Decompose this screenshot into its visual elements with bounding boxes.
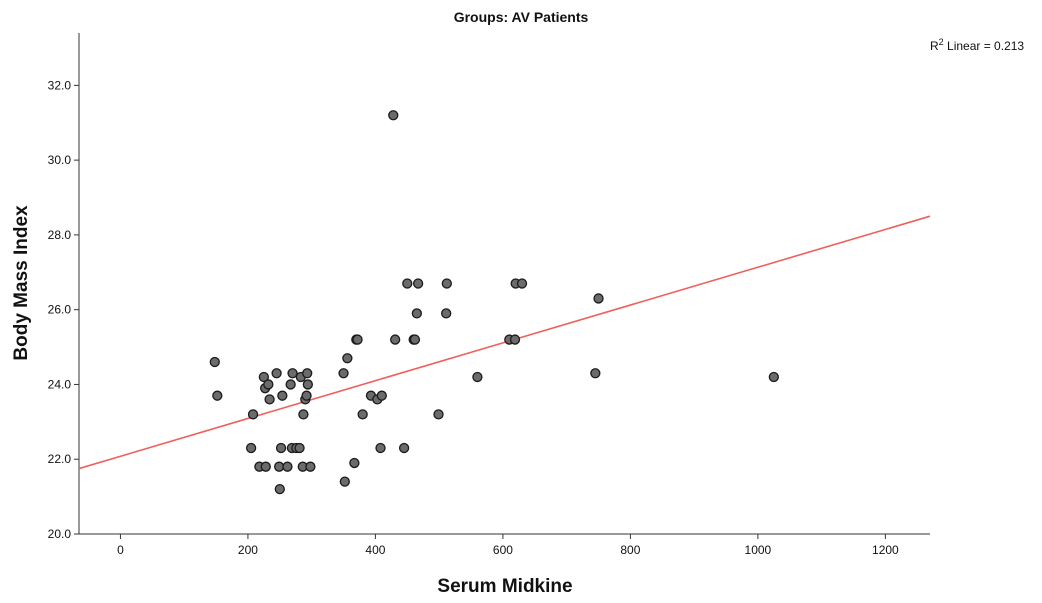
y-axis-label: Body Mass Index: [11, 205, 32, 361]
data-point: [302, 368, 313, 379]
data-point: [411, 308, 423, 319]
data-point: [349, 457, 360, 469]
x-tick-label: 400: [365, 543, 385, 557]
x-axis-label: Serum Midkine: [437, 576, 573, 597]
data-point: [409, 334, 421, 345]
y-tick-label: 22.0: [48, 452, 72, 466]
y-tick-label: 26.0: [48, 303, 72, 317]
y-tick-label: 24.0: [48, 377, 72, 391]
y-tick-label: 32.0: [48, 78, 72, 92]
data-point: [274, 483, 285, 495]
data-point: [302, 379, 313, 390]
points-group: [209, 110, 779, 495]
y-tick-label: 28.0: [48, 228, 72, 242]
chart-title: Groups: AV Patients: [453, 9, 589, 25]
data-point: [402, 278, 413, 289]
data-point: [472, 371, 483, 383]
data-point: [285, 379, 296, 390]
data-point: [388, 110, 399, 121]
data-point: [593, 293, 604, 304]
data-point: [301, 390, 312, 401]
fit-line-group: [78, 215, 931, 470]
data-point: [282, 461, 293, 472]
x-tick-label: 600: [493, 543, 513, 557]
data-point: [352, 334, 363, 345]
data-point: [258, 371, 270, 383]
data-point: [338, 368, 349, 379]
data-point: [768, 371, 779, 383]
x-tick-label: 800: [620, 543, 640, 557]
data-point: [390, 334, 401, 345]
data-point: [305, 461, 316, 472]
data-point: [260, 461, 271, 472]
data-point: [376, 390, 387, 401]
data-point: [342, 353, 353, 364]
fit-line-label: R2 Linear = 0.213: [930, 37, 1025, 53]
y-tick-label: 30.0: [48, 153, 72, 167]
data-point: [275, 442, 287, 454]
data-point: [298, 409, 309, 420]
x-tick-label: 200: [238, 543, 258, 557]
data-point: [209, 356, 220, 368]
axes: 0 200 400 600 800 1000 1200 20.0 22.0 24.0 26.0 28.…: [48, 33, 930, 557]
data-point: [271, 368, 282, 379]
x-tick-label: 1000: [745, 543, 772, 557]
data-point: [294, 442, 305, 454]
x-tick-label: 0: [117, 543, 124, 557]
data-point: [509, 334, 521, 345]
data-point: [277, 390, 288, 401]
data-point: [441, 278, 452, 289]
data-point: [247, 409, 259, 420]
data-point: [263, 379, 274, 390]
data-point: [398, 442, 410, 454]
data-point: [412, 278, 424, 289]
data-point: [287, 368, 298, 379]
data-point: [264, 394, 275, 405]
data-point: [375, 442, 386, 454]
data-point: [357, 409, 368, 420]
data-point: [433, 409, 444, 420]
y-tick-label: 20.0: [48, 527, 72, 541]
fit-line: [78, 215, 931, 470]
data-point: [212, 390, 223, 401]
data-point: [516, 278, 528, 289]
data-point: [245, 442, 257, 454]
x-tick-label: 1200: [872, 543, 899, 557]
data-point: [339, 476, 350, 487]
data-point: [441, 308, 452, 319]
data-point: [590, 368, 601, 379]
